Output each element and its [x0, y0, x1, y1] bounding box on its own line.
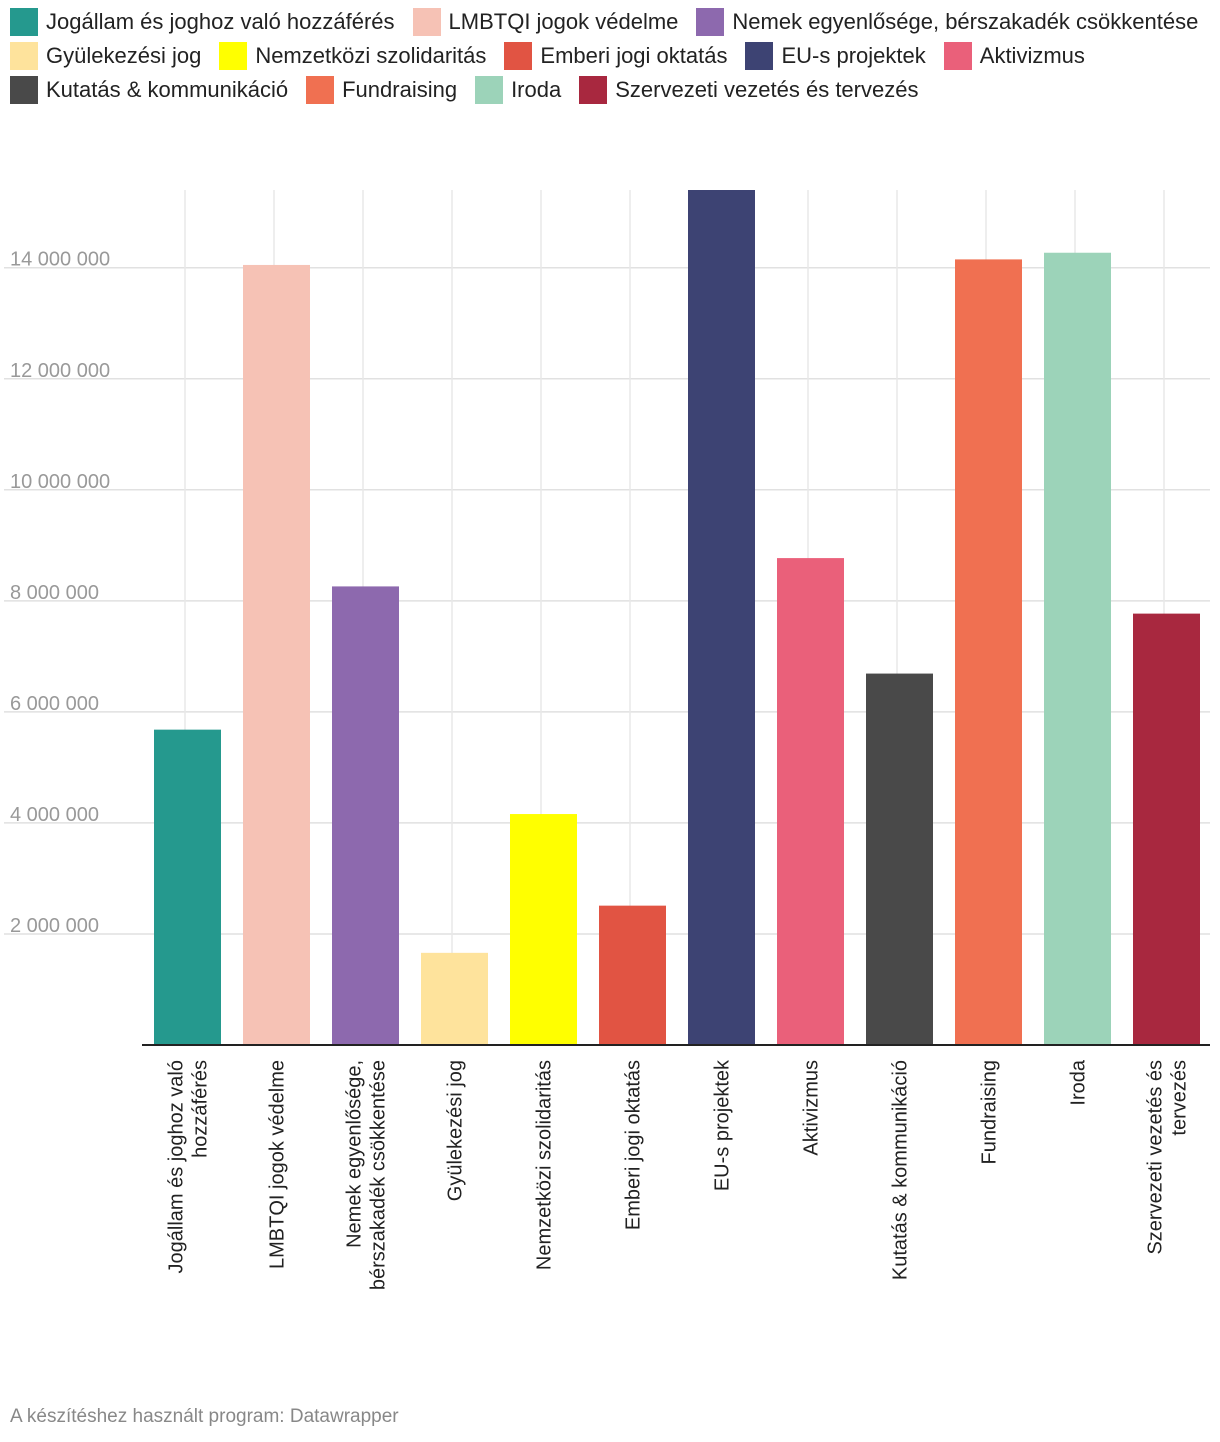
legend-label: Jogállam és joghoz való hozzáférés: [46, 9, 395, 34]
x-category-label-line: Gyülekezési jog: [445, 1060, 467, 1201]
legend-swatch: [696, 8, 725, 36]
bar[interactable]: [777, 558, 844, 1045]
x-category-label: Nemzetközi szolidaritás: [534, 1060, 556, 1270]
y-tick-label: 8 000 000: [10, 582, 99, 604]
legend-item: Kutatás & kommunikáció: [10, 76, 288, 104]
x-category-label: Fundraising: [979, 1060, 1001, 1165]
y-tick-label: 6 000 000: [10, 693, 99, 715]
legend: Jogállam és joghoz való hozzáférés LMBTQI…: [10, 8, 1210, 104]
legend-swatch: [10, 8, 38, 36]
bar[interactable]: [599, 905, 666, 1045]
bar[interactable]: [1044, 252, 1111, 1046]
legend-label: LMBTQI jogok védelme: [448, 9, 679, 34]
legend-swatch: [475, 76, 504, 104]
bar[interactable]: [154, 729, 221, 1045]
x-category-label-line: Emberi jogi oktatás: [623, 1060, 645, 1230]
bar-chart: 2 000 000 4 000 000 6 000 000 8 000 000 10 0…: [4, 190, 1210, 1290]
y-tick-label: 4 000 000: [10, 804, 99, 826]
x-category-label: Jogállam és joghoz való hozzáférés: [166, 1060, 212, 1273]
legend-swatch: [10, 76, 38, 104]
x-category-label: Nemek egyenlősége, bérszakadék csökkentés…: [344, 1060, 390, 1290]
x-category-label: EU-s projektek: [712, 1059, 734, 1191]
legend-item: Jogállam és joghoz való hozzáférés: [10, 8, 395, 36]
legend-label: EU-s projektek: [781, 43, 926, 68]
x-category-label-line: bérszakadék csökkentése: [368, 1060, 390, 1290]
bar[interactable]: [243, 264, 310, 1045]
x-category-label: Aktivizmus: [801, 1060, 823, 1156]
x-category-label-line: Iroda: [1068, 1059, 1090, 1105]
bar[interactable]: [688, 190, 755, 1045]
legend-swatch: [10, 42, 38, 70]
x-category-label-line: tervezés: [1169, 1060, 1191, 1136]
legend-label: Nemzetközi szolidaritás: [255, 43, 487, 68]
bar[interactable]: [866, 673, 933, 1045]
legend-item: Nemek egyenlősége, bérszakadék csökkenté…: [696, 8, 1198, 36]
legend-item: Fundraising: [306, 76, 457, 104]
legend-swatch: [943, 42, 972, 70]
legend-item: Emberi jogi oktatás: [504, 42, 727, 70]
legend-swatch: [412, 8, 441, 36]
bar[interactable]: [332, 586, 399, 1045]
y-tick-label: 14 000 000: [10, 249, 110, 271]
x-category-label: Emberi jogi oktatás: [623, 1060, 645, 1230]
bar[interactable]: [1133, 613, 1200, 1045]
x-category-label-line: LMBTQI jogok védelme: [267, 1060, 289, 1269]
legend-item: Aktivizmus: [943, 42, 1085, 70]
legend-label: Fundraising: [342, 77, 458, 102]
x-category-label-line: Jogállam és joghoz való: [166, 1060, 188, 1273]
x-category-label-line: Szervezeti vezetés és: [1145, 1060, 1167, 1255]
x-category-label-line: Kutatás & kommunikáció: [890, 1060, 912, 1280]
legend-label: Iroda: [511, 77, 562, 102]
legend-item: Nemzetközi szolidaritás: [219, 42, 486, 70]
legend-swatch: [579, 76, 608, 104]
x-category-label: Gyülekezési jog: [445, 1060, 467, 1201]
legend-label: Szervezeti vezetés és tervezés: [615, 77, 919, 102]
legend-item: Szervezeti vezetés és tervezés: [579, 76, 918, 104]
legend-label: Nemek egyenlősége, bérszakadék csökkenté…: [732, 9, 1199, 34]
x-category-label: Szervezeti vezetés és tervezés: [1145, 1060, 1191, 1255]
x-category-label-line: EU-s projektek: [712, 1059, 734, 1191]
legend-swatch: [306, 76, 335, 104]
legend-label: Emberi jogi oktatás: [540, 43, 728, 68]
legend-label: Kutatás & kommunikáció: [46, 77, 289, 102]
x-category-label-line: Nemek egyenlősége,: [344, 1060, 366, 1248]
x-category-label-line: Nemzetközi szolidaritás: [534, 1060, 556, 1270]
x-category-label: Iroda: [1068, 1059, 1090, 1105]
legend-item: EU-s projektek: [745, 42, 926, 70]
x-category-label-line: Fundraising: [979, 1060, 1001, 1165]
bar-layer: [154, 190, 1200, 1046]
x-category-label: LMBTQI jogok védelme: [267, 1060, 289, 1269]
x-category-label-line: hozzáférés: [190, 1060, 212, 1158]
label-layer: 2 000 000 4 000 000 6 000 000 8 000 000 10 0…: [10, 249, 1191, 1290]
y-tick-label: 12 000 000: [10, 360, 110, 382]
footer-credit: A készítéshez használt program: Datawrap…: [10, 1406, 399, 1427]
y-tick-label: 2 000 000: [10, 915, 99, 937]
x-category-label-line: Aktivizmus: [801, 1060, 823, 1156]
bar[interactable]: [510, 814, 577, 1045]
legend-swatch: [504, 42, 533, 70]
legend-item: Iroda: [475, 76, 561, 104]
legend-item: Gyülekezési jog: [10, 42, 201, 70]
y-tick-label: 10 000 000: [10, 471, 110, 493]
bar[interactable]: [421, 952, 488, 1045]
legend-label: Gyülekezési jog: [46, 43, 202, 68]
bar[interactable]: [955, 259, 1022, 1045]
legend-item: LMBTQI jogok védelme: [412, 8, 679, 36]
legend-swatch: [219, 42, 248, 70]
legend-swatch: [745, 42, 774, 70]
x-category-label: Kutatás & kommunikáció: [890, 1060, 912, 1280]
legend-label: Aktivizmus: [979, 43, 1085, 68]
